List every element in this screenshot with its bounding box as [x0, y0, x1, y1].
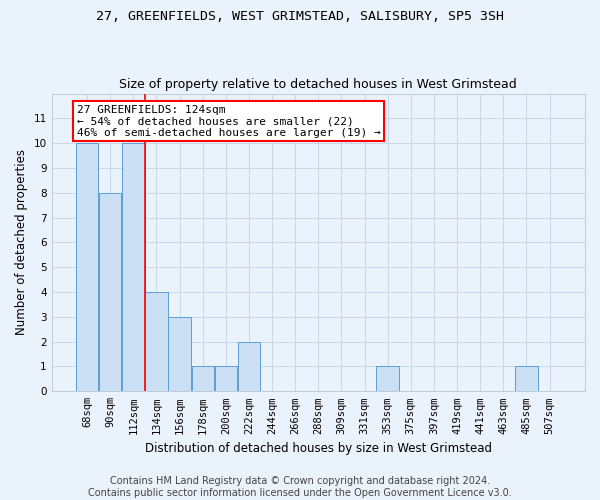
Text: Contains HM Land Registry data © Crown copyright and database right 2024.
Contai: Contains HM Land Registry data © Crown c… — [88, 476, 512, 498]
Bar — [376, 366, 399, 392]
Text: 27, GREENFIELDS, WEST GRIMSTEAD, SALISBURY, SP5 3SH: 27, GREENFIELDS, WEST GRIMSTEAD, SALISBU… — [96, 10, 504, 23]
Bar — [145, 292, 167, 392]
Bar — [76, 143, 98, 392]
Text: 27 GREENFIELDS: 124sqm
← 54% of detached houses are smaller (22)
46% of semi-det: 27 GREENFIELDS: 124sqm ← 54% of detached… — [77, 104, 380, 138]
Title: Size of property relative to detached houses in West Grimstead: Size of property relative to detached ho… — [119, 78, 517, 91]
X-axis label: Distribution of detached houses by size in West Grimstead: Distribution of detached houses by size … — [145, 442, 492, 455]
Bar — [191, 366, 214, 392]
Bar — [238, 342, 260, 392]
Y-axis label: Number of detached properties: Number of detached properties — [15, 150, 28, 336]
Bar — [169, 317, 191, 392]
Bar — [122, 143, 145, 392]
Bar — [215, 366, 237, 392]
Bar — [515, 366, 538, 392]
Bar — [99, 193, 121, 392]
